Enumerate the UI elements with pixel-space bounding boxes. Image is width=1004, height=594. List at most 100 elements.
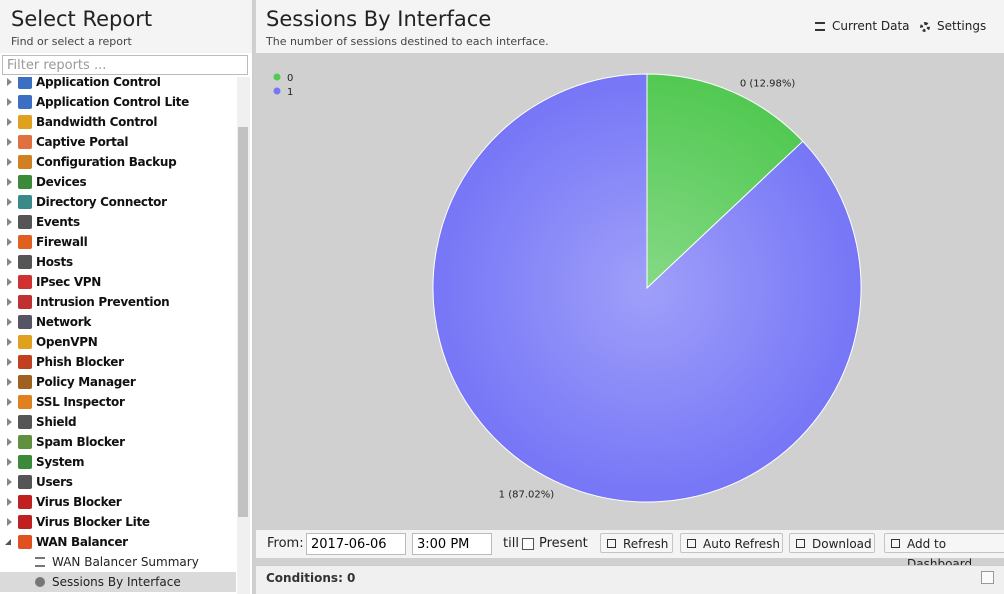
report-item[interactable]: Directory Connector	[0, 192, 236, 212]
expand-button[interactable]	[981, 571, 994, 584]
report-item[interactable]: IPsec VPN	[0, 272, 236, 292]
item-label: Devices	[36, 175, 87, 189]
expand-arrow	[7, 358, 12, 366]
date-field[interactable]: 2017-06-06	[306, 533, 406, 555]
report-child[interactable]: WAN Balancer Summary	[0, 552, 236, 572]
legend-label: 1	[287, 87, 293, 98]
refresh-button[interactable]: Refresh	[600, 533, 673, 553]
app-icon	[18, 235, 32, 249]
item-label: System	[36, 455, 85, 469]
report-item[interactable]: Intrusion Prevention	[0, 292, 236, 312]
report-item[interactable]: Application Control Lite	[0, 92, 236, 112]
report-title: Sessions By Interface	[266, 7, 492, 31]
report-item[interactable]: Firewall	[0, 232, 236, 252]
expand-arrow	[7, 178, 12, 186]
report-item[interactable]: Application Control	[0, 77, 236, 92]
app-icon	[18, 315, 32, 329]
conditions-bar[interactable]	[256, 565, 1004, 594]
app-icon	[18, 295, 32, 309]
item-label: Directory Connector	[36, 195, 167, 209]
app-icon	[18, 515, 32, 529]
sidebar	[0, 0, 253, 594]
item-label: Intrusion Prevention	[36, 295, 170, 309]
app-icon	[18, 475, 32, 489]
scrollbar[interactable]	[237, 77, 250, 594]
item-label: Spam Blocker	[36, 435, 125, 449]
download-button[interactable]: Download	[789, 533, 875, 553]
report-item[interactable]: Devices	[0, 172, 236, 192]
expand-arrow	[7, 438, 12, 446]
app-icon	[18, 115, 32, 129]
expand-arrow	[7, 278, 12, 286]
item-label: Configuration Backup	[36, 155, 177, 169]
item-label: OpenVPN	[36, 335, 98, 349]
item-label: Network	[36, 315, 92, 329]
time-field[interactable]: 3:00 PM	[412, 533, 492, 555]
sidebar-title: Select Report	[11, 7, 153, 31]
expand-arrow	[5, 539, 11, 545]
expand-arrow	[7, 298, 12, 306]
app-icon	[18, 275, 32, 289]
report-item[interactable]: SSL Inspector	[0, 392, 236, 412]
child-label: WAN Balancer Summary	[52, 555, 199, 569]
add-dashboard-button[interactable]: Add to Dashboard	[884, 533, 1004, 571]
app-icon	[18, 255, 32, 269]
report-item[interactable]: Hosts	[0, 252, 236, 272]
app-icon	[18, 215, 32, 229]
present-label: Present	[539, 536, 588, 551]
item-label: WAN Balancer	[36, 535, 128, 549]
expand-arrow	[7, 118, 12, 126]
expand-arrow	[7, 518, 12, 526]
sidebar-header	[0, 0, 252, 53]
slice-label: 1 (87.02%)	[499, 490, 555, 501]
report-item[interactable]: Network	[0, 312, 236, 332]
report-child[interactable]: Sessions By Interface	[0, 572, 236, 592]
report-item[interactable]: OpenVPN	[0, 332, 236, 352]
present-checkbox[interactable]	[522, 538, 534, 550]
report-subtitle: The number of sessions destined to each …	[266, 35, 549, 48]
button-icon	[796, 539, 805, 548]
report-item[interactable]: Configuration Backup	[0, 152, 236, 172]
till-label: till	[503, 536, 519, 551]
expand-arrow	[7, 158, 12, 166]
report-item[interactable]: WAN Balancer	[0, 532, 236, 552]
app-icon	[18, 175, 32, 189]
button-icon	[891, 539, 900, 548]
report-item[interactable]: Bandwidth Control	[0, 112, 236, 132]
item-label: Hosts	[36, 255, 73, 269]
item-label: Bandwidth Control	[36, 115, 158, 129]
expand-arrow	[7, 218, 12, 226]
app-icon	[18, 355, 32, 369]
expand-arrow	[7, 198, 12, 206]
legend-label: 0	[287, 73, 293, 84]
from-label: From:	[267, 536, 304, 551]
scroll-thumb[interactable]	[238, 127, 248, 517]
conditions-label: Conditions: 0	[266, 571, 356, 585]
expand-arrow	[7, 238, 12, 246]
expand-arrow	[7, 338, 12, 346]
settings-button[interactable]: Settings	[937, 19, 987, 33]
item-label: Captive Portal	[36, 135, 129, 149]
report-item[interactable]: System	[0, 452, 236, 472]
auto-refresh-button[interactable]: Auto Refresh	[680, 533, 783, 553]
expand-arrow	[7, 78, 12, 86]
report-item[interactable]: Spam Blocker	[0, 432, 236, 452]
expand-arrow	[7, 458, 12, 466]
report-item[interactable]: Captive Portal	[0, 132, 236, 152]
report-item[interactable]: Events	[0, 212, 236, 232]
item-label: Application Control	[36, 77, 161, 89]
main-header	[256, 0, 1004, 53]
report-item[interactable]: Virus Blocker Lite	[0, 512, 236, 532]
current-data-button[interactable]: Current Data	[832, 19, 910, 33]
app-icon	[18, 415, 32, 429]
app-icon	[18, 95, 32, 109]
report-item[interactable]: Users	[0, 472, 236, 492]
item-label: Virus Blocker	[36, 495, 122, 509]
expand-arrow	[7, 318, 12, 326]
report-item[interactable]: Policy Manager	[0, 372, 236, 392]
report-item[interactable]: Phish Blocker	[0, 352, 236, 372]
report-item[interactable]: Shield	[0, 412, 236, 432]
report-item[interactable]: Virus Blocker	[0, 492, 236, 512]
filter-input[interactable]: Filter reports ...	[2, 55, 248, 75]
